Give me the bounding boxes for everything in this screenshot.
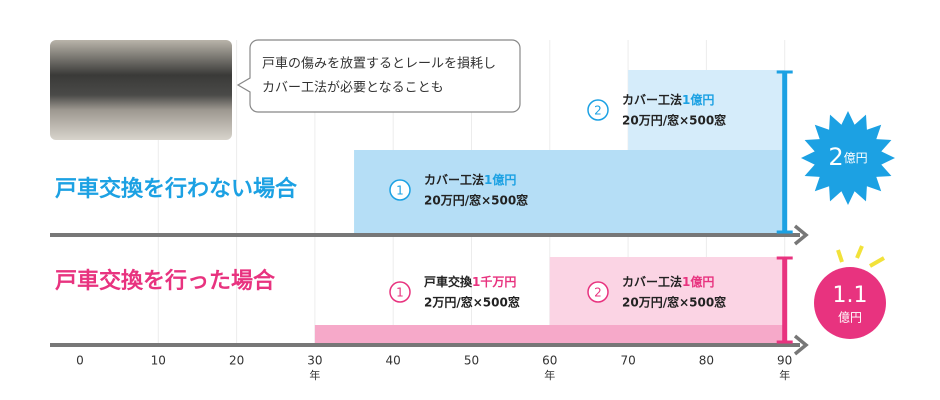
segment-cost: 1億円 <box>484 172 516 187</box>
tick-unit: 年 <box>544 368 555 382</box>
segment <box>354 150 785 235</box>
tick-label: 80 <box>699 354 714 368</box>
segment-number: 2 <box>594 286 602 300</box>
segment-number: 2 <box>594 104 602 118</box>
segment-detail: 20万円/窓×500窓 <box>622 113 726 128</box>
segment <box>628 70 785 150</box>
total-text: 2億円 <box>828 143 867 171</box>
tick-label: 20 <box>229 354 244 368</box>
axis-arrow <box>793 224 809 246</box>
tick-label: 50 <box>464 354 479 368</box>
segment-title: カバー工法1億円 <box>622 274 714 289</box>
segment-name: 戸車交換 <box>424 274 473 289</box>
tick-label: 60 <box>542 354 557 368</box>
number-circle <box>389 281 411 303</box>
segment-cost: 1億円 <box>682 274 714 289</box>
segment-cost: 1千万円 <box>472 274 516 289</box>
segment-detail: 20万円/窓×500窓 <box>622 295 726 310</box>
tick-label: 10 <box>151 354 166 368</box>
spark <box>869 256 885 268</box>
spark <box>836 249 844 263</box>
tick-label: 30 <box>307 354 322 368</box>
tick-unit: 年 <box>779 368 790 382</box>
spark <box>855 245 864 259</box>
tick-unit: 年 <box>309 368 320 382</box>
total-value: 2 <box>828 143 843 171</box>
number-circle <box>587 99 609 121</box>
callout-line: カバー工法が必要となることも <box>262 81 444 96</box>
tick-label: 40 <box>386 354 401 368</box>
total-badge <box>814 267 886 339</box>
total-unit: 億円 <box>838 311 862 325</box>
segment-title: カバー工法1億円 <box>424 172 516 187</box>
photo <box>50 40 232 140</box>
callout-bubble <box>236 39 521 113</box>
segment <box>549 257 785 325</box>
total-badge <box>801 111 895 205</box>
tick-label: 70 <box>620 354 635 368</box>
segment-name: カバー工法 <box>424 172 484 187</box>
segment-name: カバー工法 <box>622 274 682 289</box>
segment <box>314 325 785 345</box>
total-value: 1.1 <box>833 283 868 308</box>
segment-title: カバー工法1億円 <box>622 92 714 107</box>
row-label: 戸車交換を行わない場合 <box>55 176 298 202</box>
segment-number: 1 <box>396 286 404 300</box>
axis-arrow <box>793 334 809 356</box>
segment-title: 戸車交換1千万円 <box>424 274 516 289</box>
number-circle <box>587 281 609 303</box>
segment-detail: 2万円/窓×500窓 <box>424 295 520 310</box>
tick-label: 0 <box>76 354 84 368</box>
tick-label: 90 <box>777 354 792 368</box>
segment-name: カバー工法 <box>622 92 682 107</box>
segment-cost: 1億円 <box>682 92 714 107</box>
total-unit: 億円 <box>844 151 868 165</box>
segment-number: 1 <box>396 184 404 198</box>
row-label: 戸車交換を行った場合 <box>55 268 276 294</box>
callout-line: 戸車の傷みを放置するとレールを損耗し <box>262 57 496 72</box>
segment-detail: 20万円/窓×500窓 <box>424 193 528 208</box>
number-circle <box>389 179 411 201</box>
